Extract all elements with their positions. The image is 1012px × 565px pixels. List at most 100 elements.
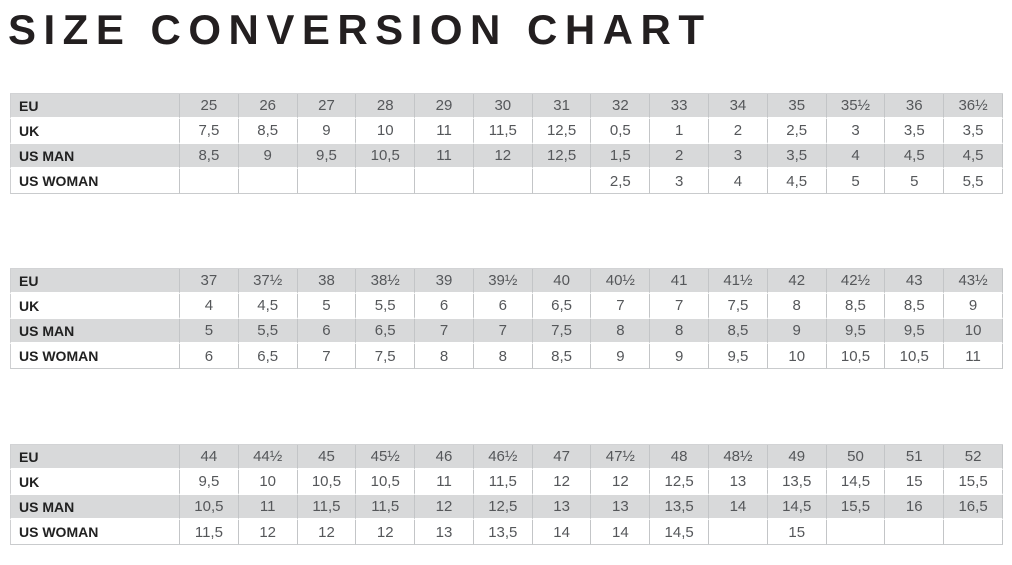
size-cell: 47 bbox=[532, 445, 592, 470]
size-cell: 30 bbox=[473, 94, 533, 119]
size-cell: 43 bbox=[885, 269, 945, 294]
size-cell: 8,5 bbox=[238, 119, 298, 144]
size-cell: 9 bbox=[591, 344, 651, 369]
table-row-uk: UK 9,5 10 10,5 10,5 11 11,5 12 12 12,5 13 13,5 14,5 1… bbox=[10, 470, 1003, 495]
size-cell: 13 bbox=[415, 520, 474, 545]
table-row-us-woman: US WOMAN 2,5 3 4 4,5 5 5 5,5 bbox=[10, 169, 1003, 194]
row-label: UK bbox=[10, 294, 180, 319]
size-cell: 16,5 bbox=[944, 495, 1003, 520]
size-cell: 40½ bbox=[591, 269, 651, 294]
size-cell: 6 bbox=[473, 294, 533, 319]
size-cell: 12 bbox=[532, 470, 592, 495]
row-label: US WOMAN bbox=[10, 344, 180, 369]
size-cell: 12 bbox=[415, 495, 474, 520]
size-cell: 28 bbox=[356, 94, 416, 119]
size-cell: 39 bbox=[415, 269, 474, 294]
row-label: US MAN bbox=[10, 144, 180, 169]
size-cell: 11,5 bbox=[180, 520, 239, 545]
size-cell: 26 bbox=[238, 94, 298, 119]
size-cell: 45 bbox=[297, 445, 357, 470]
size-cell: 8,5 bbox=[532, 344, 592, 369]
size-cell: 25 bbox=[180, 94, 239, 119]
size-cell: 42½ bbox=[826, 269, 886, 294]
size-cell: 1 bbox=[650, 119, 710, 144]
size-cell: 9,5 bbox=[826, 319, 886, 344]
size-cell: 52 bbox=[944, 445, 1003, 470]
table-row-eu: EU 37 37½ 38 38½ 39 39½ 40 40½ 41 41½ 42 42½ 43 43½ bbox=[10, 269, 1003, 294]
size-conversion-table-1: EU 25 26 27 28 29 30 31 32 33 34 35 35½ 36 36½ UK 7,5 8,5… bbox=[10, 93, 1003, 194]
size-cell: 12 bbox=[473, 144, 533, 169]
size-cell: 40 bbox=[532, 269, 592, 294]
size-cell: 10,5 bbox=[356, 470, 416, 495]
size-cell: 3,5 bbox=[767, 144, 827, 169]
size-cell: 4,5 bbox=[944, 144, 1003, 169]
size-cell bbox=[944, 520, 1003, 545]
size-cell: 41 bbox=[650, 269, 710, 294]
size-cell: 14 bbox=[591, 520, 651, 545]
size-cell bbox=[297, 169, 357, 194]
size-cell bbox=[356, 169, 416, 194]
size-cell: 13 bbox=[709, 470, 768, 495]
size-cell: 10 bbox=[238, 470, 298, 495]
size-cell: 8 bbox=[650, 319, 710, 344]
size-cell: 12,5 bbox=[532, 119, 592, 144]
size-cell: 47½ bbox=[591, 445, 651, 470]
size-cell: 14,5 bbox=[650, 520, 710, 545]
size-cell: 49 bbox=[767, 445, 827, 470]
size-cell: 11,5 bbox=[473, 470, 533, 495]
size-cell: 5 bbox=[297, 294, 357, 319]
size-cell: 11 bbox=[944, 344, 1003, 369]
size-cell bbox=[473, 169, 533, 194]
size-cell: 5,5 bbox=[944, 169, 1003, 194]
size-cell: 7,5 bbox=[180, 119, 239, 144]
size-cell: 9 bbox=[650, 344, 710, 369]
table-row-us-man: US MAN 5 5,5 6 6,5 7 7 7,5 8 8 8,5 9 9,5 9,5 10 bbox=[10, 319, 1003, 344]
size-cell: 13,5 bbox=[650, 495, 710, 520]
size-conversion-table-2: EU 37 37½ 38 38½ 39 39½ 40 40½ 41 41½ 42 42½ 43 43½ UK 4… bbox=[10, 268, 1003, 369]
size-cell: 50 bbox=[826, 445, 886, 470]
size-cell: 8 bbox=[591, 319, 651, 344]
page-title: SIZE CONVERSION CHART bbox=[8, 6, 704, 53]
size-cell: 5 bbox=[826, 169, 886, 194]
size-cell: 7 bbox=[591, 294, 651, 319]
size-cell: 44½ bbox=[238, 445, 298, 470]
size-cell: 5,5 bbox=[356, 294, 416, 319]
size-cell: 3 bbox=[709, 144, 768, 169]
table-row-us-man: US MAN 8,5 9 9,5 10,5 11 12 12,5 1,5 2 3 3,5 4 4,5 4,5 bbox=[10, 144, 1003, 169]
table-row-us-woman: US WOMAN 11,5 12 12 12 13 13,5 14 14 14,5 15 bbox=[10, 520, 1003, 545]
size-cell: 8,5 bbox=[709, 319, 768, 344]
page-title-text: SIZE CONVERSION CHART bbox=[8, 6, 704, 53]
size-cell: 11 bbox=[415, 470, 474, 495]
size-cell: 11,5 bbox=[297, 495, 357, 520]
size-cell: 32 bbox=[591, 94, 651, 119]
table-row-uk: UK 7,5 8,5 9 10 11 11,5 12,5 0,5 1 2 2,5 3 3,5 3,5 bbox=[10, 119, 1003, 144]
size-cell: 3 bbox=[826, 119, 886, 144]
size-cell: 7 bbox=[473, 319, 533, 344]
size-cell: 15 bbox=[885, 470, 945, 495]
size-cell: 6 bbox=[180, 344, 239, 369]
table-row-us-man: US MAN 10,5 11 11,5 11,5 12 12,5 13 13 13,5 14 14,5… bbox=[10, 495, 1003, 520]
size-cell: 2,5 bbox=[767, 119, 827, 144]
table-row-uk: UK 4 4,5 5 5,5 6 6 6,5 7 7 7,5 8 8,5 8,5 9 bbox=[10, 294, 1003, 319]
size-cell: 2,5 bbox=[591, 169, 651, 194]
size-cell: 10,5 bbox=[356, 144, 416, 169]
size-cell: 4 bbox=[709, 169, 768, 194]
size-cell: 12,5 bbox=[532, 144, 592, 169]
size-cell: 14 bbox=[709, 495, 768, 520]
table-row-eu: EU 44 44½ 45 45½ 46 46½ 47 47½ 48 48½ 49 50 51 52 bbox=[10, 445, 1003, 470]
table-row-eu: EU 25 26 27 28 29 30 31 32 33 34 35 35½ 36 36½ bbox=[10, 94, 1003, 119]
size-cell: 4 bbox=[180, 294, 239, 319]
size-cell: 9,5 bbox=[709, 344, 768, 369]
size-cell: 4,5 bbox=[238, 294, 298, 319]
row-label: UK bbox=[10, 119, 180, 144]
size-cell: 15 bbox=[767, 520, 827, 545]
size-cell: 31 bbox=[532, 94, 592, 119]
size-cell: 4,5 bbox=[767, 169, 827, 194]
size-cell: 10 bbox=[944, 319, 1003, 344]
size-cell bbox=[180, 169, 239, 194]
size-cell: 7,5 bbox=[709, 294, 768, 319]
size-cell: 27 bbox=[297, 94, 357, 119]
size-cell: 9 bbox=[297, 119, 357, 144]
size-cell: 13 bbox=[591, 495, 651, 520]
size-cell: 4,5 bbox=[885, 144, 945, 169]
